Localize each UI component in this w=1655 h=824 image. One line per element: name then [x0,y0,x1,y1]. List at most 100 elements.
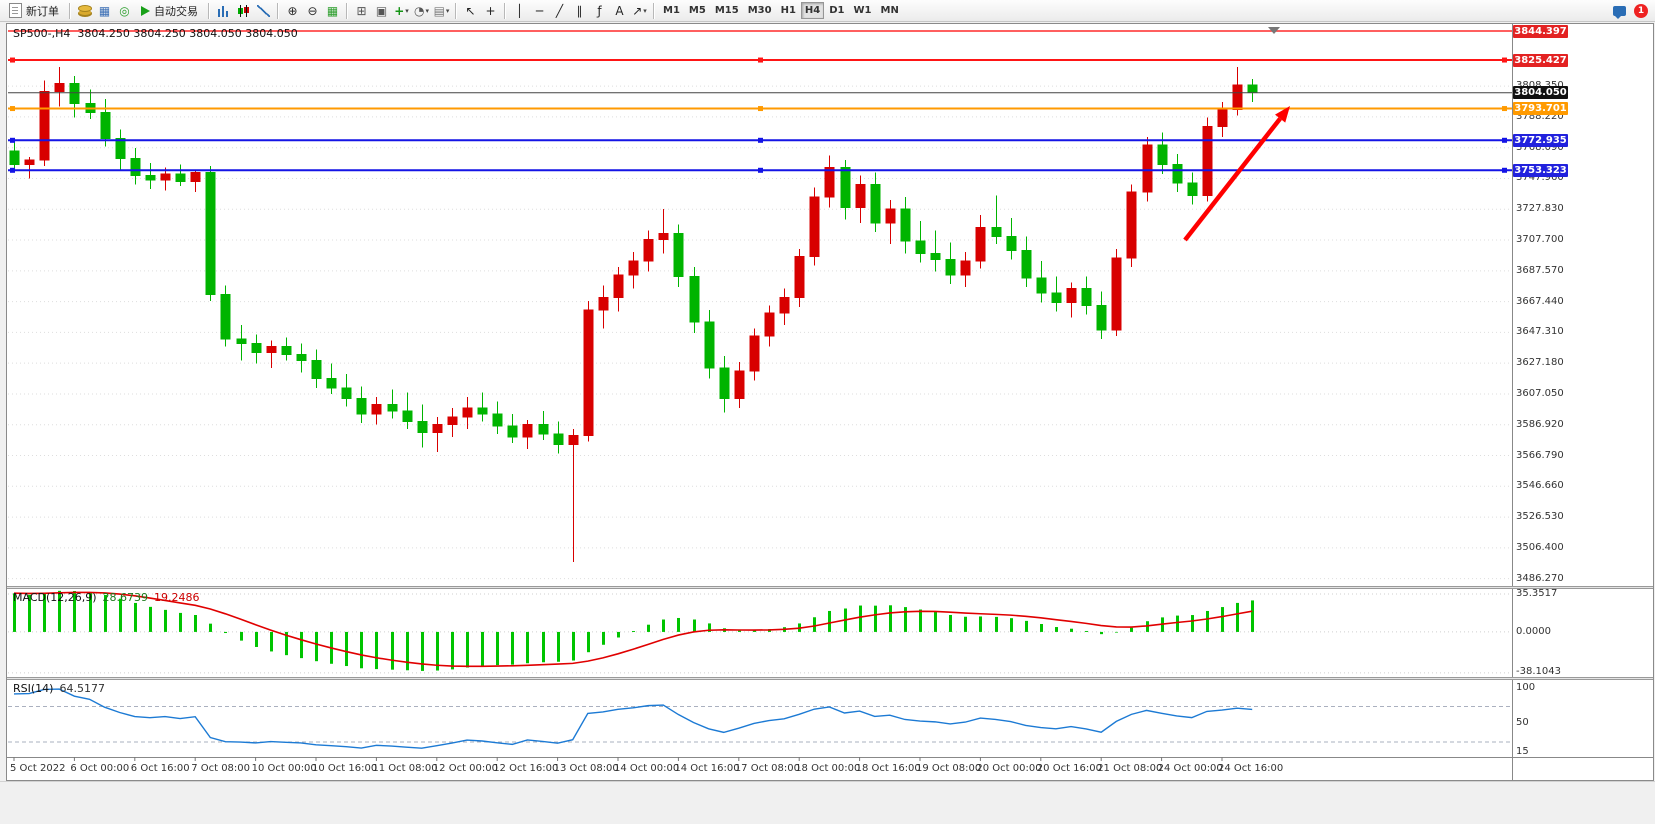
time-tick: 20 Oct 16:00 [1036,763,1102,774]
price-tick: 3687.570 [1516,264,1564,276]
bar-chart-icon[interactable] [214,2,233,20]
timeframe-toolbar: M1 M5 M15 M30 H1 H4 D1 W1 MN [659,2,903,19]
price-tick: 3526.530 [1516,511,1564,523]
horizontal-line-icon: ─ [535,3,544,18]
price-level-badge: 3825.427 [1513,53,1568,67]
template-icon-dropdown[interactable]: ▾ [445,6,450,15]
chart-window-icon: ▦ [98,3,111,18]
time-tick: 21 Oct 08:00 [1097,763,1163,774]
clock-icon: ◔ [414,3,425,18]
time-tick: 11 Oct 08:00 [372,763,438,774]
time-tick: 24 Oct 00:00 [1157,763,1223,774]
timeframe-h1[interactable]: H1 [780,5,796,16]
line-chart-icon[interactable] [254,2,273,20]
crosshair-icon[interactable]: + [481,2,500,20]
time-tick: 6 Oct 16:00 [130,763,190,774]
price-level-badge: 3844.397 [1513,24,1568,38]
new-order-button[interactable]: 新订单 [3,2,65,20]
grid-icon: ▦ [326,3,339,18]
price-tick: 3788.220 [1516,110,1564,122]
template-icon[interactable]: ▤ ▾ [432,2,451,20]
channel-icon[interactable]: ∥ [570,2,589,20]
rsi-scale-15: 15 [1516,746,1529,757]
cascade-windows-icon[interactable]: ▣ [372,2,391,20]
macd-scale-max: 35.3517 [1516,588,1558,599]
time-tick: 24 Oct 16:00 [1218,763,1284,774]
arrows-icon: ↗ [632,3,643,18]
candlestick-chart-icon [237,4,250,17]
chart-window-icon[interactable]: ▦ [95,2,114,20]
current-price-badge: 3804.050 [1513,86,1568,100]
time-tick: 7 Oct 08:00 [191,763,251,774]
price-tick: 3808.350 [1516,80,1564,91]
zoom-out-icon: ⊖ [307,3,318,18]
order-form-icon [9,3,22,18]
cursor-icon[interactable]: ↖ [461,2,480,20]
timeframe-mn[interactable]: MN [880,5,899,16]
time-tick: 14 Oct 00:00 [614,763,680,774]
timeframe-w1[interactable]: W1 [853,5,872,16]
price-level-badge: 3793.701 [1513,102,1568,116]
macd-signal-value: 19.2486 [154,591,200,604]
sound-icon: ◎ [119,3,130,18]
rsi-name: RSI(14) [13,682,54,695]
arrows-icon-dropdown[interactable]: ▾ [643,6,647,15]
timeframe-d1[interactable]: D1 [829,5,845,16]
grid-icon[interactable]: ▦ [323,2,342,20]
bar-chart-icon [217,4,230,17]
time-tick: 10 Oct 00:00 [251,763,317,774]
timeframe-m15[interactable]: M15 [714,5,739,16]
price-tick: 3506.400 [1516,541,1564,553]
status-bar [0,781,1655,824]
timeframe-m5[interactable]: M5 [688,5,706,16]
tile-windows-icon[interactable]: ⊞ [352,2,371,20]
arrows-icon[interactable]: ↗ ▾ [630,2,649,20]
time-tick: 14 Oct 16:00 [674,763,740,774]
fibonacci-icon: ƒ [597,3,602,18]
cursor-icon: ↖ [465,3,476,18]
timeframe-m30[interactable]: M30 [747,5,772,16]
macd-name: MACD(12,26,9) [13,591,97,604]
time-tick: 18 Oct 00:00 [795,763,861,774]
auto-trading-button-label: 自动交易 [154,4,198,18]
auto-trading-button[interactable]: 自动交易 [135,2,204,20]
time-tick: 5 Oct 2022 [10,763,66,774]
chat-icon[interactable] [1610,2,1629,20]
toolbar-separator [653,2,655,19]
notification-badge[interactable]: 1 [1634,3,1648,18]
macd-label: MACD(12,26,9) 28.6739 19.2486 [13,591,200,604]
price-tick: 3546.660 [1516,480,1564,492]
horizontal-line-icon[interactable]: ─ [530,2,549,20]
text-icon[interactable]: A [610,2,629,20]
clock-icon[interactable]: ◔ ▾ [412,2,431,20]
toolbar-separator [504,2,506,19]
sound-icon[interactable]: ◎ [115,2,134,20]
zoom-in-icon: ⊕ [287,3,298,18]
add-indicator-icon[interactable]: + ▾ [392,2,411,20]
text-icon: A [615,3,624,18]
time-tick: 18 Oct 16:00 [855,763,921,774]
play-icon [141,5,150,16]
timeframe-m1[interactable]: M1 [663,5,680,16]
clock-icon-dropdown[interactable]: ▾ [425,6,429,15]
chart-ohlc-title: SP500-,H4 3804.250 3804.250 3804.050 380… [13,27,298,40]
fibonacci-icon[interactable]: ƒ [590,2,609,20]
toolbar-separator [346,2,348,19]
toolbar-separator [277,2,279,19]
candlestick-chart-icon[interactable] [234,2,253,20]
coins-icon[interactable] [75,2,94,20]
timeframe-h4[interactable]: H4 [800,2,825,19]
add-indicator-icon: + [394,3,405,18]
chart-window [6,23,1654,781]
new-order-button-label: 新订单 [26,4,59,18]
zoom-out-icon[interactable]: ⊖ [303,2,322,20]
trendline-icon[interactable]: ╱ [550,2,569,20]
vertical-line-icon[interactable]: │ [510,2,529,20]
template-icon: ▤ [433,3,445,18]
time-tick: 12 Oct 16:00 [493,763,559,774]
price-level-badge: 3753.323 [1513,163,1568,177]
price-tick: 3566.790 [1516,449,1564,461]
zoom-in-icon[interactable]: ⊕ [283,2,302,20]
add-indicator-icon-dropdown[interactable]: ▾ [405,6,409,15]
rsi-label: RSI(14) 64.5177 [13,682,105,695]
